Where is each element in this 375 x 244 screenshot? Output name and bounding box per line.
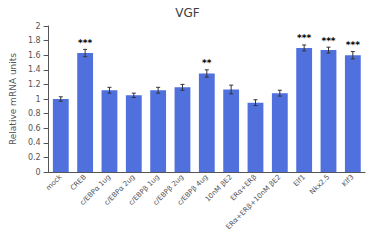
svg-text:Klf3: Klf3 — [341, 173, 356, 188]
svg-text:ERα+ERβ+10nM βE2: ERα+ERβ+10nM βE2 — [225, 173, 283, 231]
svg-text:c/EBPβ 4ug: c/EBPβ 4ug — [176, 173, 210, 207]
svg-text:1.6: 1.6 — [28, 51, 41, 60]
svg-text:c/EBPβ 1ug: c/EBPβ 1ug — [127, 173, 161, 207]
svg-text:Relative mRNA units: Relative mRNA units — [8, 53, 18, 145]
svg-text:1.4: 1.4 — [28, 65, 41, 74]
svg-text:c/EBPα 1ug: c/EBPα 1ug — [78, 173, 113, 207]
svg-text:1.2: 1.2 — [28, 80, 41, 89]
svg-text:0: 0 — [36, 168, 41, 177]
svg-text:0.8: 0.8 — [28, 109, 41, 118]
svg-text:2: 2 — [36, 22, 41, 31]
svg-text:***: *** — [321, 36, 335, 46]
svg-text:c/EBPβ 2ug: c/EBPβ 2ug — [151, 173, 186, 207]
svg-text:VGF: VGF — [175, 6, 200, 20]
svg-text:0.6: 0.6 — [28, 124, 41, 133]
svg-text:c/EBPα 2ug: c/EBPα 2ug — [102, 173, 137, 207]
svg-text:***: *** — [346, 40, 360, 50]
svg-text:1: 1 — [36, 95, 41, 104]
svg-text:CREB: CREB — [69, 173, 88, 192]
svg-text:0.4: 0.4 — [28, 138, 41, 147]
svg-text:**: ** — [202, 58, 212, 68]
svg-text:***: *** — [78, 38, 92, 48]
svg-text:mock: mock — [45, 173, 65, 193]
svg-text:10nM βE2: 10nM βE2 — [204, 173, 234, 203]
svg-text:***: *** — [297, 33, 311, 43]
svg-text:Nkx2.5: Nkx2.5 — [308, 173, 331, 196]
svg-text:1.8: 1.8 — [28, 36, 41, 45]
svg-text:Elf1: Elf1 — [292, 173, 307, 188]
svg-text:0.2: 0.2 — [28, 153, 41, 162]
